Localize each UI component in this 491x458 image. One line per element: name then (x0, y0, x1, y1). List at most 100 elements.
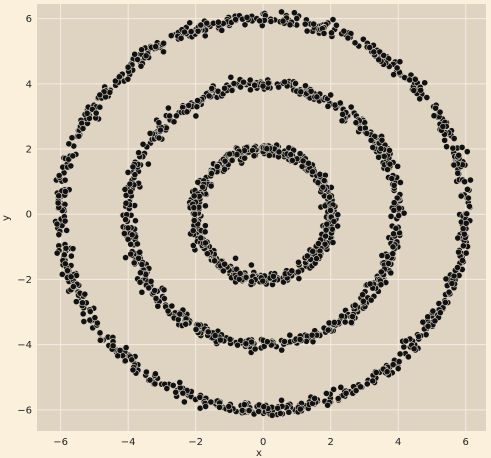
scatter-point (80, 125, 86, 131)
scatter-point (68, 163, 74, 169)
scatter-point (331, 218, 337, 224)
scatter-point (232, 255, 238, 261)
scatter-point (70, 246, 76, 252)
scatter-point (418, 87, 424, 93)
scatter-point (348, 104, 354, 110)
scatter-point (62, 177, 68, 183)
scatter-point (191, 193, 197, 199)
scatter-point (198, 22, 204, 28)
scatter-point (327, 207, 333, 213)
scatter-point (330, 16, 336, 22)
scatter-point (324, 221, 330, 227)
scatter-point (266, 152, 272, 158)
scatter-point (432, 318, 438, 324)
scatter-point (208, 399, 214, 405)
scatter-point (320, 184, 326, 190)
scatter-point (300, 158, 306, 164)
scatter-point (278, 9, 284, 15)
scatter-point (183, 321, 189, 327)
scatter-point (143, 53, 149, 59)
scatter-point (459, 144, 465, 150)
scatter-point (451, 162, 457, 168)
scatter-point (209, 85, 215, 91)
scatter-point (278, 397, 284, 403)
scatter-point (268, 18, 274, 24)
scatter-point (215, 19, 221, 25)
scatter-point (378, 146, 384, 152)
scatter-point (291, 10, 297, 16)
scatter-point (287, 22, 293, 28)
scatter-point (304, 253, 310, 259)
scatter-point (295, 259, 301, 265)
scatter-point (227, 336, 233, 342)
scatter-point (367, 281, 373, 287)
scatter-point (128, 241, 134, 247)
scatter-point (122, 186, 128, 192)
scatter-point (66, 141, 72, 147)
scatter-point (397, 59, 403, 65)
y-tick-label: 2 (26, 145, 32, 156)
scatter-point (269, 412, 275, 418)
scatter-point (54, 221, 60, 227)
scatter-point (73, 299, 79, 305)
scatter-point (139, 261, 145, 267)
scatter-point (122, 358, 128, 364)
scatter-point (461, 231, 467, 237)
scatter-point (323, 390, 329, 396)
scatter-point (339, 118, 345, 124)
scatter-point (153, 43, 159, 49)
scatter-point (191, 217, 197, 223)
scatter-point (261, 404, 267, 410)
scatter-point (321, 30, 327, 36)
scatter-point (467, 177, 473, 183)
scatter-point (325, 402, 331, 408)
scatter-point (260, 278, 266, 284)
scatter-point (368, 137, 374, 143)
scatter-point (180, 390, 186, 396)
scatter-point (412, 76, 418, 82)
scatter-point (195, 28, 201, 34)
scatter-point (62, 261, 68, 267)
scatter-point (81, 318, 87, 324)
scatter-point (160, 40, 166, 46)
scatter-point (348, 319, 354, 325)
scatter-point (311, 21, 317, 27)
scatter-point (395, 163, 401, 169)
scatter-point (87, 308, 93, 314)
scatter-point (407, 77, 413, 83)
scatter-point (208, 170, 214, 176)
scatter-point (143, 369, 149, 375)
scatter-point (242, 155, 248, 161)
scatter-point (397, 351, 403, 357)
scatter-point (315, 180, 321, 186)
scatter-point (338, 384, 344, 390)
scatter-point (161, 287, 167, 293)
scatter-point (84, 110, 90, 116)
scatter-point (335, 212, 341, 218)
y-tick-label: 0 (26, 210, 32, 221)
scatter-point (248, 262, 254, 268)
scatter-point (381, 52, 387, 58)
x-axis-ticks: −6 −4 −2 0 2 4 6 (53, 437, 469, 448)
scatter-point (389, 175, 395, 181)
scatter-point (130, 367, 136, 373)
plot-area (37, 4, 486, 431)
x-axis-label: x (256, 448, 262, 458)
scatter-point (63, 245, 69, 251)
scatter-point (451, 135, 457, 141)
scatter-point (97, 92, 103, 98)
scatter-point (391, 182, 397, 188)
scatter-point (55, 200, 61, 206)
scatter-point (433, 105, 439, 111)
scatter-point (297, 406, 303, 412)
scatter-point (323, 233, 329, 239)
scatter-point (420, 319, 426, 325)
scatter-point (241, 402, 247, 408)
scatter-point (390, 231, 396, 237)
scatter-point (310, 339, 316, 345)
scatter-point (219, 27, 225, 33)
scatter-point (190, 228, 196, 234)
scatter-point (397, 179, 403, 185)
scatter-point (165, 308, 171, 314)
